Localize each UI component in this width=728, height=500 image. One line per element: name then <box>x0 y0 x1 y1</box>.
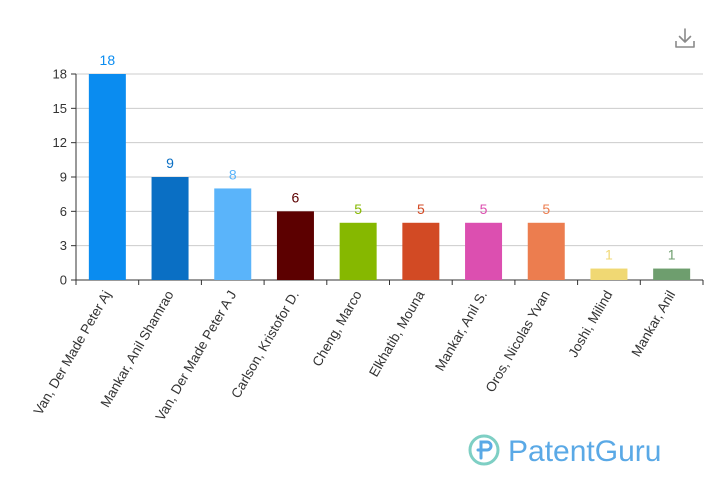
x-axis-ticks <box>75 280 704 285</box>
y-tick-label: 6 <box>60 204 67 219</box>
category-label: Mankar, Anil Shamrao <box>98 288 177 410</box>
category-label: Mankar, Anil <box>628 288 678 359</box>
y-tick-label: 3 <box>60 238 67 253</box>
y-tick-label: 9 <box>60 170 67 185</box>
y-axis-ticks: 0 3 6 9 12 15 18 <box>53 67 77 288</box>
data-label: 5 <box>417 201 425 217</box>
data-label: 8 <box>229 166 237 182</box>
y-tick-label: 12 <box>53 135 67 150</box>
data-label: 9 <box>166 155 174 171</box>
category-label: Mankar, Anil S. <box>432 288 490 373</box>
data-label: 6 <box>292 189 300 205</box>
bar[interactable] <box>465 222 503 280</box>
bar[interactable] <box>214 188 252 280</box>
data-label: 1 <box>668 247 676 263</box>
category-label: Oros, Nicolas Yvan <box>483 288 553 395</box>
data-label: 1 <box>605 247 613 263</box>
bar[interactable] <box>653 268 691 280</box>
data-label: 5 <box>542 201 550 217</box>
y-tick-label: 0 <box>60 273 67 288</box>
bar[interactable] <box>151 177 189 280</box>
category-label: Elkhatib, Mouna <box>366 288 428 380</box>
watermark-text: PatentGuru <box>508 435 661 468</box>
bar[interactable] <box>339 222 377 280</box>
bar[interactable] <box>276 211 314 280</box>
category-label: Carlson, Kristofor D. <box>228 288 302 401</box>
y-tick-label: 18 <box>53 67 67 82</box>
bar[interactable] <box>590 268 628 280</box>
bar[interactable] <box>88 74 126 280</box>
data-label: 5 <box>354 201 362 217</box>
bar[interactable] <box>527 222 565 280</box>
download-icon <box>675 28 695 48</box>
download-button[interactable] <box>672 26 698 52</box>
data-label: 18 <box>100 52 116 68</box>
bars <box>88 74 691 280</box>
bar[interactable] <box>402 222 440 280</box>
data-labels: 18 9 8 6 5 5 5 5 1 1 <box>100 52 676 263</box>
watermark: PatentGuru <box>466 428 696 474</box>
y-tick-label: 15 <box>53 101 67 116</box>
patentguru-logo-icon <box>468 434 500 466</box>
category-label: Cheng, Marco <box>309 288 364 369</box>
data-label: 5 <box>480 201 488 217</box>
category-label: Joshi, Milind <box>565 288 615 360</box>
